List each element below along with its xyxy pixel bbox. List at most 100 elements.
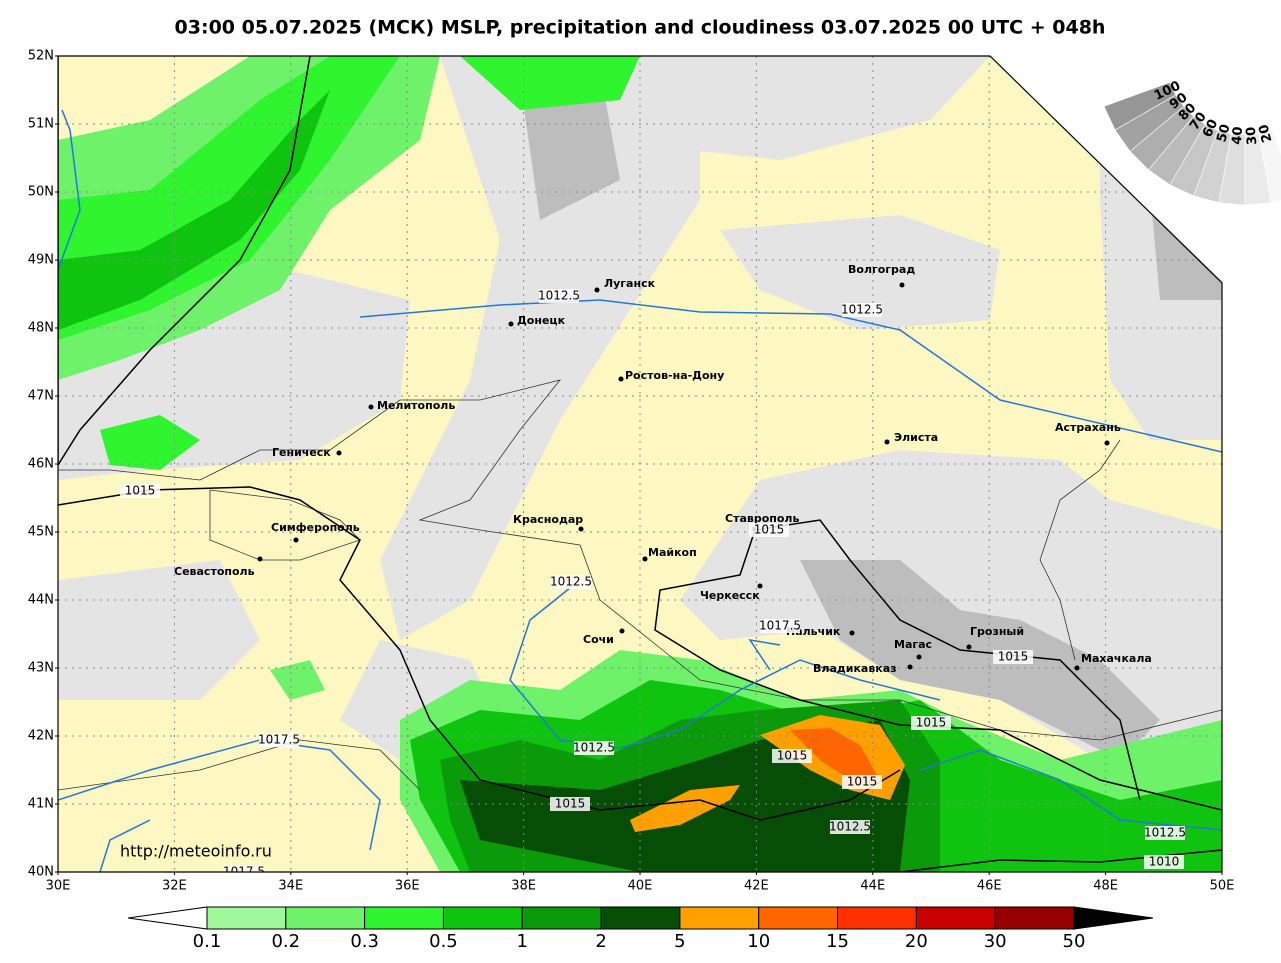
lat-label: 40N <box>28 865 54 880</box>
lat-label: 52N <box>28 49 54 64</box>
city-label: Магас <box>894 638 932 651</box>
isobar-label: 1015 <box>555 797 586 811</box>
lon-label: 32E <box>162 879 187 894</box>
city-dot <box>884 439 890 445</box>
city-dot <box>1104 440 1110 446</box>
city-label: Донецк <box>517 314 566 327</box>
isobar-label: 1017.5 <box>258 733 300 747</box>
city-label: Симферополь <box>271 521 360 534</box>
city-label: Махачкала <box>1081 652 1152 665</box>
city-label: Луганск <box>604 277 656 290</box>
legend-box <box>364 906 444 930</box>
city-dot <box>899 282 905 288</box>
crimea <box>209 489 361 561</box>
city-dot <box>1074 665 1080 671</box>
lon-label: 42E <box>744 879 769 894</box>
lon-label: 36E <box>395 879 420 894</box>
city-dot <box>757 583 763 589</box>
legend-label: 30 <box>984 931 1007 952</box>
city-label: Черкесск <box>700 589 760 602</box>
isobar-label: 1015 <box>777 749 808 763</box>
city-label: Владикавказ <box>813 662 897 675</box>
legend-box <box>915 906 996 930</box>
coastline <box>58 379 1222 741</box>
cloud-label: 20 <box>1256 123 1275 144</box>
legend-label: 0.5 <box>429 931 458 952</box>
legend-label: 50 <box>1063 931 1086 952</box>
isobar-label: 1015 <box>125 484 156 498</box>
lon-label: 48E <box>1093 879 1118 894</box>
legend-box <box>206 906 287 930</box>
city-label: Краснодар <box>513 513 583 526</box>
lon-label: 44E <box>860 879 885 894</box>
cloud-label: 50 <box>1214 123 1233 144</box>
city-dot <box>849 630 855 636</box>
isobar-label: 1015 <box>754 523 785 537</box>
city-dot <box>293 537 299 543</box>
isobar-label-bg <box>1145 826 1185 840</box>
isobar-label-bg <box>749 523 789 537</box>
city-dot <box>508 321 514 327</box>
isobar-label: 1012.5 <box>829 820 871 834</box>
isobar-label-bg <box>842 775 882 789</box>
lat-label: 50N <box>28 185 54 200</box>
isobar-label: 1015 <box>847 775 878 789</box>
city-label: Майкоп <box>648 546 697 559</box>
city-dot <box>916 654 922 660</box>
lon-label: 30E <box>46 879 71 894</box>
isobar-label: 1017.5 <box>223 865 265 879</box>
isobar-label-bg <box>550 797 590 811</box>
title: 03:00 05.07.2025 (МСК) MSLP, precipitati… <box>175 17 1106 39</box>
isobar-label-bg <box>993 650 1033 664</box>
isobar-label-bg <box>539 289 579 303</box>
coastline-south <box>58 739 421 791</box>
isobar-label: 1015 <box>916 716 947 730</box>
cloud-label: 40 <box>1230 126 1247 145</box>
city-label: Волгоград <box>848 263 915 276</box>
city-dot <box>966 644 972 650</box>
legend-label: 5 <box>674 931 685 952</box>
isobar-label: 1012.5 <box>1144 826 1186 840</box>
legend-low <box>127 906 208 930</box>
city-dot <box>368 404 374 410</box>
city-dot <box>336 450 342 456</box>
city-dot <box>578 526 584 532</box>
isobar-label-bg <box>574 741 614 755</box>
lon-label: 50E <box>1210 879 1235 894</box>
isobar-label: 1010 <box>1149 855 1180 869</box>
legend-box <box>600 906 681 930</box>
lat-label: 41N <box>28 797 54 812</box>
lat-label: 47N <box>28 389 54 404</box>
lon-label: 38E <box>511 879 536 894</box>
legend-box <box>521 906 602 930</box>
lat-label: 42N <box>28 729 54 744</box>
lat-label: 46N <box>28 457 54 472</box>
city-label: Севастополь <box>174 565 255 578</box>
lat-label: 48N <box>28 321 54 336</box>
isobar-label: 1012.5 <box>550 575 592 589</box>
axes: 52N51N50N49N48N47N46N45N44N43N42N41N40N3… <box>28 49 1235 894</box>
source-url: http://meteoinfo.ru <box>120 842 272 861</box>
legend-box <box>837 906 917 930</box>
city-label: Элиста <box>894 431 938 444</box>
legend-label: 0.3 <box>350 931 379 952</box>
isobar-label: 1012.5 <box>841 303 883 317</box>
isobars <box>58 56 1222 872</box>
lat-label: 51N <box>28 117 54 132</box>
isobar-label: 1017.5 <box>759 619 801 633</box>
isobar-label-bg <box>1144 855 1184 869</box>
city-dot <box>907 664 913 670</box>
legend-label: 20 <box>905 931 928 952</box>
lon-label: 40E <box>628 879 653 894</box>
lon-label: 34E <box>278 879 303 894</box>
isobar-label-bg <box>830 820 870 834</box>
legend-box <box>758 906 839 930</box>
lat-label: 43N <box>28 661 54 676</box>
isobar-label-bg <box>911 716 951 730</box>
city-label: Сочи <box>583 633 614 646</box>
legend-label: 0.2 <box>271 931 300 952</box>
cloud-label: 30 <box>1244 126 1261 145</box>
